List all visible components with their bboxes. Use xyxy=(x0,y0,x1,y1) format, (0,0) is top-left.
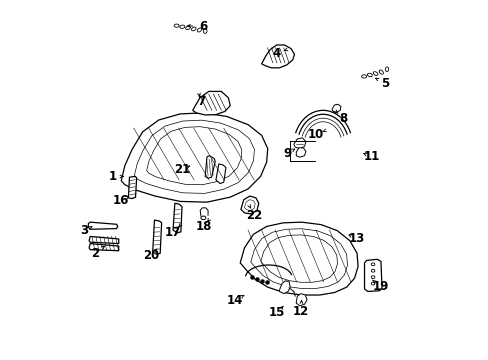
Polygon shape xyxy=(364,259,381,292)
Polygon shape xyxy=(296,294,306,306)
Polygon shape xyxy=(128,176,136,199)
Text: 21: 21 xyxy=(174,163,190,176)
Polygon shape xyxy=(89,237,119,244)
Text: 2: 2 xyxy=(91,247,99,260)
Text: 16: 16 xyxy=(112,194,128,207)
Text: 1: 1 xyxy=(108,170,116,183)
Polygon shape xyxy=(152,220,162,254)
Polygon shape xyxy=(279,281,290,294)
Text: 19: 19 xyxy=(372,280,388,293)
Ellipse shape xyxy=(370,276,374,279)
Polygon shape xyxy=(121,113,267,202)
Polygon shape xyxy=(261,45,294,68)
Polygon shape xyxy=(241,196,258,214)
Polygon shape xyxy=(293,138,305,149)
Text: 9: 9 xyxy=(283,147,291,160)
Text: 22: 22 xyxy=(246,208,262,221)
Polygon shape xyxy=(216,164,225,184)
Text: 3: 3 xyxy=(80,224,88,237)
Ellipse shape xyxy=(197,28,201,32)
Ellipse shape xyxy=(201,216,205,220)
Text: 6: 6 xyxy=(199,20,207,33)
Text: 11: 11 xyxy=(363,150,379,163)
Polygon shape xyxy=(331,104,340,112)
Polygon shape xyxy=(296,148,305,157)
Polygon shape xyxy=(89,244,119,251)
Ellipse shape xyxy=(361,75,366,78)
Text: 10: 10 xyxy=(307,128,324,141)
Polygon shape xyxy=(173,203,182,233)
Ellipse shape xyxy=(185,26,190,30)
Text: 20: 20 xyxy=(143,248,160,261)
Ellipse shape xyxy=(366,73,371,77)
Polygon shape xyxy=(240,222,357,295)
Ellipse shape xyxy=(385,67,388,72)
Text: 13: 13 xyxy=(348,233,365,246)
Text: 14: 14 xyxy=(226,294,242,307)
Text: 18: 18 xyxy=(195,220,211,233)
Ellipse shape xyxy=(370,269,374,272)
Ellipse shape xyxy=(180,25,184,28)
Text: 7: 7 xyxy=(197,95,204,108)
Ellipse shape xyxy=(203,29,206,33)
Text: 4: 4 xyxy=(272,47,280,60)
Ellipse shape xyxy=(378,70,383,74)
Text: 12: 12 xyxy=(292,305,308,318)
Ellipse shape xyxy=(372,72,377,75)
Polygon shape xyxy=(205,156,215,178)
Polygon shape xyxy=(200,208,207,216)
Ellipse shape xyxy=(174,24,179,27)
Ellipse shape xyxy=(191,27,196,31)
Polygon shape xyxy=(192,91,230,115)
Ellipse shape xyxy=(370,263,374,266)
Text: 15: 15 xyxy=(268,306,284,319)
Text: 8: 8 xyxy=(339,112,347,125)
Text: 17: 17 xyxy=(164,226,181,239)
Polygon shape xyxy=(88,222,118,229)
Ellipse shape xyxy=(370,282,374,285)
Text: 5: 5 xyxy=(381,77,389,90)
